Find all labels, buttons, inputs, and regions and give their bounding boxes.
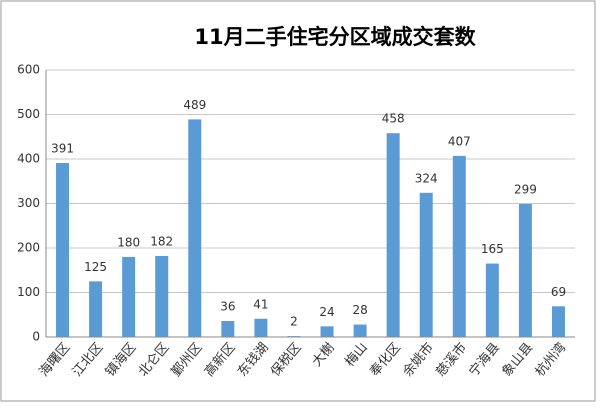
value-label: 407: [448, 134, 471, 148]
y-tick-label: 300: [17, 196, 40, 210]
value-label: 391: [51, 142, 74, 156]
bar: [320, 326, 334, 337]
bar: [221, 320, 235, 337]
value-label: 324: [415, 171, 438, 185]
y-tick-label: 600: [17, 63, 40, 77]
bar: [89, 281, 103, 337]
value-label: 182: [150, 235, 173, 249]
value-label: 458: [382, 112, 405, 126]
bar: [518, 203, 532, 337]
value-label: 2: [290, 315, 298, 329]
value-label: 180: [117, 235, 140, 249]
bar: [419, 192, 433, 337]
bar: [56, 163, 70, 337]
y-tick-label: 0: [32, 330, 40, 344]
value-label: 69: [551, 285, 566, 299]
bar: [122, 256, 136, 337]
value-label: 41: [253, 297, 268, 311]
chart-title: 11月二手住宅分区域成交套数: [194, 25, 476, 49]
bar: [353, 324, 367, 337]
bar: [188, 119, 202, 338]
bar: [155, 256, 169, 337]
value-label: 165: [481, 242, 504, 256]
value-label: 489: [183, 98, 206, 112]
chart-frame: [0, 0, 596, 402]
value-label: 299: [514, 182, 537, 196]
bar: [254, 318, 268, 337]
bar: [485, 263, 499, 337]
bar: [386, 133, 400, 337]
y-tick-label: 100: [17, 285, 40, 299]
value-label: 24: [319, 305, 334, 319]
y-tick-label: 500: [17, 107, 40, 121]
y-tick-label: 200: [17, 241, 40, 255]
value-label: 28: [352, 303, 367, 317]
y-tick-label: 400: [17, 152, 40, 166]
value-label: 125: [84, 260, 107, 274]
bar: [452, 155, 466, 337]
bar: [551, 306, 565, 337]
value-label: 36: [220, 299, 235, 313]
